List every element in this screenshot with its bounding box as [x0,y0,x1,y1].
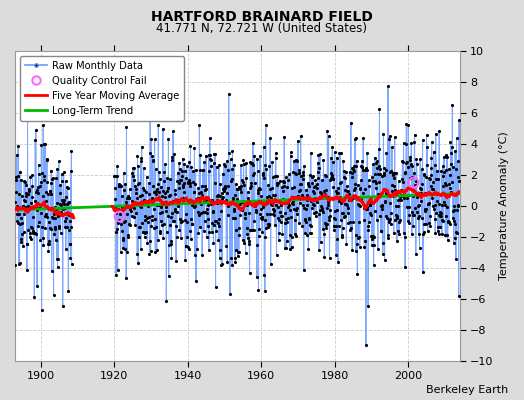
Text: HARTFORD BRAINARD FIELD: HARTFORD BRAINARD FIELD [151,10,373,24]
Text: Berkeley Earth: Berkeley Earth [426,385,508,395]
Y-axis label: Temperature Anomaly (°C): Temperature Anomaly (°C) [499,131,509,280]
Legend: Raw Monthly Data, Quality Control Fail, Five Year Moving Average, Long-Term Tren: Raw Monthly Data, Quality Control Fail, … [20,56,184,120]
Text: 41.771 N, 72.721 W (United States): 41.771 N, 72.721 W (United States) [157,22,367,35]
